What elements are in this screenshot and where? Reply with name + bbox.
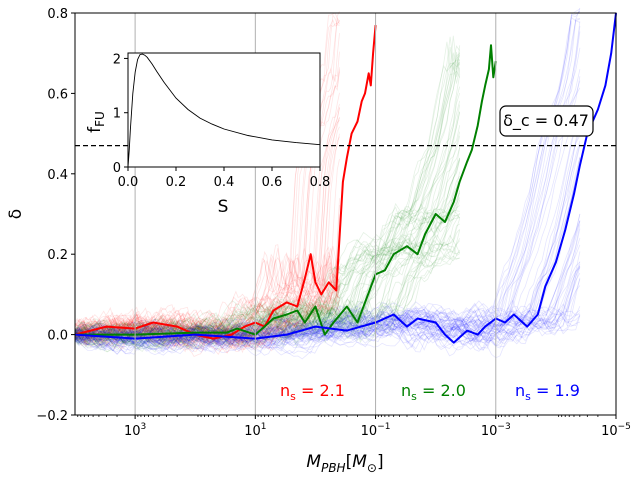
realization-0-5 [74, 261, 340, 346]
y-tick-label-3: 0.4 [47, 168, 68, 183]
realization-0-37 [74, 305, 340, 348]
realization-0-53 [74, 269, 340, 346]
realization-0-31 [74, 246, 340, 345]
realization-0-19 [74, 158, 340, 340]
realization-0-8 [74, 18, 340, 348]
inset-y-label: fFU [85, 111, 107, 133]
x-tick-label-2: 10−1 [361, 422, 391, 439]
x-tick-label-0: 103 [124, 422, 146, 439]
axis-ticks: −0.2 0.0 0.2 0.4 0.6 0.8 103 101 10−1 10−3 10−5 [36, 7, 630, 439]
realization-1-44 [74, 54, 461, 341]
realization-1-5 [74, 35, 461, 346]
realization-0-13 [74, 260, 340, 354]
realization-0-41 [74, 291, 340, 352]
threshold-annotation: δ_c = 0.47 [499, 105, 594, 137]
y-tick-label-0: −0.2 [36, 409, 68, 424]
realization-0-48 [74, 204, 340, 356]
inset-x-tick-label-2: 0.4 [214, 175, 235, 190]
realization-0-17 [74, 14, 340, 338]
realization-0-23 [74, 51, 340, 351]
realization-1-54 [74, 229, 461, 349]
plot-frame [74, 12, 617, 416]
y-tick-label-2: 0.2 [47, 248, 68, 263]
realization-1-11 [74, 242, 461, 349]
inset-x-tick-label-0: 0.0 [118, 175, 139, 190]
realization-1-42 [74, 147, 461, 350]
realization-0-44 [74, 265, 340, 348]
realization-0-39 [74, 11, 340, 351]
realization-1-4 [74, 199, 461, 351]
series-line-1 [75, 44, 497, 336]
realization-1-3 [74, 253, 460, 342]
threshold-label: δ_c = 0.47 [503, 111, 589, 131]
inset-background [128, 53, 320, 167]
realization-0-50 [74, 117, 340, 339]
realization-0-24 [74, 69, 340, 340]
series-label-ns-1.9: ns = 1.9 [515, 381, 580, 403]
y-tick-label-1: 0.0 [47, 329, 68, 344]
realization-1-26 [74, 179, 461, 340]
y-tick-label-4: 0.6 [47, 87, 68, 102]
realization-1-7 [74, 92, 461, 344]
realization-1-12 [74, 51, 461, 345]
realization-0-4 [74, 12, 340, 348]
realization-0-20 [74, 254, 340, 343]
realization-0-22 [74, 253, 340, 347]
series-label-ns-2.0: ns = 2.0 [401, 381, 466, 403]
realization-0-28 [74, 260, 340, 344]
realization-0-47 [74, 255, 340, 343]
realization-1-0 [74, 125, 461, 341]
y-tick-label-5: 0.8 [47, 7, 68, 22]
realization-0-21 [74, 306, 340, 340]
inset-ticks: 0.0 0.2 0.4 0.6 0.8 0 1 2 [113, 52, 331, 190]
realization-0-18 [74, 253, 340, 354]
realization-1-56 [74, 257, 460, 346]
realization-0-3 [74, 17, 340, 345]
realization-1-46 [74, 183, 461, 350]
realization-1-33 [74, 157, 461, 350]
realization-1-14 [74, 70, 461, 341]
realization-0-12 [74, 136, 340, 352]
x-tick-label-3: 10−3 [481, 422, 511, 439]
realization-0-56 [74, 258, 340, 350]
series-line-2 [74, 12, 617, 344]
inset-x-label: S [218, 197, 229, 217]
x-tick-label-1: 101 [244, 422, 266, 439]
inset-x-tick-label-1: 0.2 [166, 175, 187, 190]
realization-1-58 [74, 190, 461, 344]
x-tick-label-4: 10−5 [601, 422, 631, 439]
y-axis-label: δ [6, 209, 26, 219]
realization-1-39 [74, 171, 461, 352]
realization-1-22 [74, 213, 461, 349]
threshold-label-box [499, 105, 594, 137]
realization-0-32 [74, 263, 340, 343]
inset-y-tick-label-2: 2 [113, 52, 121, 67]
realization-1-43 [74, 214, 460, 348]
inset-chart: 0.0 0.2 0.4 0.6 0.8 0 1 2 S fFU [85, 52, 330, 217]
inset-y-tick-label-0: 0 [113, 161, 121, 176]
inset-x-tick-label-3: 0.6 [262, 175, 283, 190]
series-label-ns-2.1: ns = 2.1 [280, 381, 345, 403]
inset-curve [127, 53, 321, 168]
realization-1-17 [74, 218, 461, 350]
realization-0-52 [74, 292, 340, 345]
realization-1-16 [74, 100, 461, 342]
realization-0-51 [74, 289, 340, 351]
x-axis-label: MPBH[M⊙] [306, 452, 383, 475]
realization-1-30 [74, 112, 461, 346]
inset-x-tick-label-4: 0.8 [310, 175, 331, 190]
realization-0-0 [74, 264, 340, 352]
inset-y-tick-label-1: 1 [113, 107, 121, 122]
main-series [74, 12, 617, 344]
realization-0-33 [74, 33, 340, 342]
realization-1-45 [74, 209, 460, 352]
realization-1-10 [74, 205, 460, 353]
realization-0-43 [74, 119, 340, 358]
